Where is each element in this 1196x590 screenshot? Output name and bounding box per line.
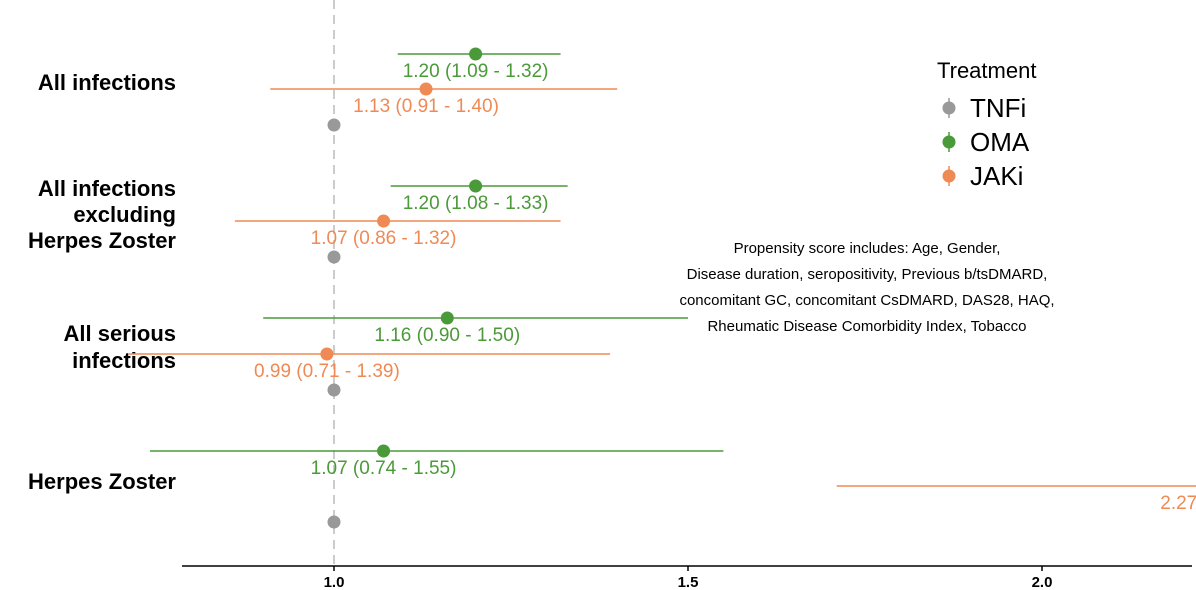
estimate-point <box>377 444 391 458</box>
estimate-point <box>327 515 341 529</box>
legend: Treatment TNFi OMA JAKi <box>937 58 1036 191</box>
series-oma: 1.20 (1.09 - 1.32) 1.20 (1.08 - 1.33) 1.16… <box>149 47 724 479</box>
estimate-label: 0.99 (0.71 - 1.39) <box>254 361 400 382</box>
note-line: Rheumatic Disease Comorbidity Index, Tob… <box>707 318 1026 335</box>
estimate-label: 2.27 (1.71 - 3.02) <box>1160 493 1196 514</box>
series-tnfi <box>327 118 341 529</box>
propensity-note: Propensity score includes: Age, Gender, D… <box>679 240 1054 335</box>
series-jaki: 1.13 (0.91 - 1.40) 1.07 (0.86 - 1.32) 0.99… <box>128 82 1196 514</box>
estimate-point <box>377 214 391 228</box>
series-layer: 1.20 (1.09 - 1.32) 1.20 (1.08 - 1.33) 1.16… <box>128 47 1196 529</box>
category-label: Herpes Zoster <box>28 228 176 253</box>
legend-label: JAKi <box>970 161 1023 191</box>
estimate-point <box>469 47 483 61</box>
legend-key-point <box>942 135 956 149</box>
category-label: All infections <box>38 176 176 201</box>
estimate-point <box>327 250 341 264</box>
estimate-label: 1.16 (0.90 - 1.50) <box>374 325 520 346</box>
estimate-point <box>469 179 483 193</box>
estimate-point <box>327 118 341 132</box>
x-tick-label: 1.0 <box>324 574 345 590</box>
x-tick-label: 2.0 <box>1032 574 1053 590</box>
estimate-label: 1.20 (1.09 - 1.32) <box>403 61 549 82</box>
category-label: excluding <box>73 202 176 227</box>
category-label: Herpes Zoster <box>28 469 176 494</box>
legend-key-point <box>942 101 956 115</box>
legend-key-point <box>942 169 956 183</box>
estimate-label: 1.13 (0.91 - 1.40) <box>353 96 499 117</box>
note-line: concomitant GC, concomitant CsDMARD, DAS… <box>679 292 1054 309</box>
category-label: All serious <box>64 321 176 346</box>
legend-label: OMA <box>970 127 1030 157</box>
legend-title: Treatment <box>937 58 1036 83</box>
x-axis: 1.01.52.02.53.0 <box>182 565 1192 590</box>
legend-label: TNFi <box>970 93 1026 123</box>
estimate-label: 1.20 (1.08 - 1.33) <box>403 193 549 214</box>
x-tick-label: 1.5 <box>678 574 699 590</box>
note-line: Disease duration, seropositivity, Previo… <box>687 266 1048 283</box>
category-label: infections <box>72 348 176 373</box>
note-line: Propensity score includes: Age, Gender, <box>734 240 1001 257</box>
estimate-label: 1.07 (0.74 - 1.55) <box>311 458 457 479</box>
estimate-point <box>419 82 433 96</box>
estimate-point <box>440 311 454 325</box>
estimate-label: 1.07 (0.86 - 1.32) <box>311 228 457 249</box>
estimate-point <box>327 383 341 397</box>
estimate-point <box>320 347 334 361</box>
category-label: All infections <box>38 70 176 95</box>
